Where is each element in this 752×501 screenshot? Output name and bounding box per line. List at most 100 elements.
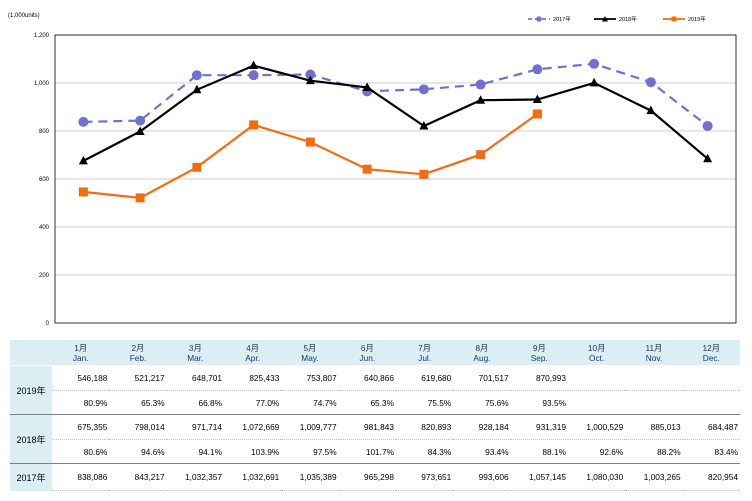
month-header-jp: 1月 (74, 342, 88, 353)
sales-value-cell: 931,319 (510, 414, 568, 440)
data-point (249, 60, 259, 70)
month-header: 5月 May. (281, 340, 339, 366)
sales-value-cell: 1,080,030 (567, 463, 626, 491)
data-point (475, 79, 486, 90)
sales-value-cell: 973,651 (395, 463, 454, 491)
yoy-ratio-cell: 94.1% (198, 446, 222, 457)
series-lines (78, 58, 713, 203)
data-point (476, 150, 486, 160)
legend-label: 2019年 (688, 15, 706, 23)
month-header: 3月 Mar. (166, 340, 224, 366)
table-row: 2018年 675,355 798,014 971,714 1,072,669 1,009… (10, 414, 740, 464)
grid-lines (55, 34, 736, 276)
year-label: 2018年 (10, 414, 52, 464)
legend: 2017年 2018年 2019年 (528, 15, 706, 23)
y-axis-unit-label: (1,000units) (8, 13, 40, 19)
series-line-2017年 (83, 62, 709, 127)
year-label: 2017年 (10, 463, 52, 491)
month-header-en: Jul. (418, 352, 432, 363)
month-header-jp: 11月 (645, 342, 663, 353)
table-row: 80.6% 94.6% 94.1% 103.9% 97.5% 101.7% 84.3% 93.… (10, 440, 740, 464)
data-point (192, 84, 202, 94)
sales-value-cell: 1,000,529 (567, 414, 626, 440)
sales-value-cell: 640,866 (338, 365, 396, 391)
month-header: 4月 Apr. (223, 340, 282, 366)
legend-label: 2017年 (553, 15, 571, 23)
sales-value-cell: 820,893 (395, 414, 454, 440)
yoy-ratio-cell (683, 391, 740, 415)
yoy-ratio-cell: 88.1% (542, 446, 566, 457)
yoy-ratio-cell: 92.6% (599, 446, 624, 457)
yoy-ratio-cell: 77.0% (255, 397, 280, 408)
sales-value-cell: 820,954 (682, 463, 740, 491)
data-point (305, 69, 316, 80)
sales-value-cell: 1,072,669 (223, 414, 282, 440)
data-point (532, 64, 543, 75)
data-point (248, 70, 259, 81)
yoy-ratio-cell (625, 391, 682, 415)
month-header-jp: 2月 (131, 342, 145, 353)
month-header: 8月 Aug. (453, 340, 511, 366)
data-point (589, 58, 600, 69)
month-header-jp: 6月 (360, 342, 374, 353)
table-header-row: 1月 Jan. 2月 Feb. 3月 Mar. 4月 Apr. 5月 May. 6月 Jun. 7月 Ju… (10, 340, 740, 366)
data-point (135, 193, 145, 203)
year-label: 2019年 (10, 365, 52, 415)
sales-value-cell: 1,003,265 (625, 463, 683, 491)
sales-value-cell: 684,487 (682, 414, 740, 440)
sales-value-cell: 870,993 (510, 365, 568, 391)
month-header-jp: 12月 (702, 342, 721, 353)
month-header-en: Sep. (530, 352, 548, 363)
table-row: 2017年 838,086 843,217 1,032,357 1,032,691 1,0… (10, 463, 740, 491)
table-row: 80.9% 65.3% 66.8% 77.0% 74.7% 65.3% 75.5% 75.6%… (10, 391, 740, 415)
yoy-ratio-cell: 88.2% (657, 446, 681, 457)
data-point (702, 120, 713, 131)
month-header: 7月 Jul. (395, 340, 454, 366)
legend-marker (671, 16, 677, 22)
sales-value-cell: 971,714 (166, 414, 224, 440)
month-header: 11月 Nov. (625, 340, 683, 366)
yoy-ratio-cell: 65.3% (141, 397, 165, 408)
yoy-ratio-cell: 103.9% (251, 446, 280, 457)
sales-value-cell: 993,606 (453, 463, 511, 491)
yoy-ratio-cell: 93.4% (485, 446, 509, 457)
sales-value-cell: 546,188 (52, 365, 110, 391)
data-point (589, 77, 599, 87)
data-point (78, 116, 89, 127)
series-line-2019年 (83, 113, 539, 200)
legend-label: 2018年 (619, 15, 637, 23)
month-header-jp: 8月 (475, 342, 489, 353)
data-point (419, 120, 429, 130)
month-header: 1月 Jan. (52, 340, 110, 366)
sales-value-cell: 1,032,357 (166, 463, 224, 491)
yoy-ratio-cell: 80.6% (83, 446, 108, 457)
series-line-2018年 (82, 64, 709, 162)
month-header: 10月 Oct. (567, 340, 626, 366)
sales-value-cell: 825,433 (223, 365, 282, 391)
sales-value-cell: 619,680 (395, 365, 454, 391)
month-header-en: Nov. (645, 352, 663, 363)
yoy-ratio-cell: 80.9% (83, 397, 108, 408)
data-point (476, 95, 486, 104)
sales-value-cell: 843,217 (109, 463, 167, 491)
data-point (135, 115, 146, 126)
y-tick-label: 400 (39, 225, 50, 231)
yoy-ratio-cell: 94.6% (141, 446, 165, 457)
line-chart: 0 200 400 600 800 1,000 1,200 2017年 2018年 2019年 (34, 15, 737, 327)
yoy-ratio-cell: 97.5% (313, 446, 337, 457)
sales-value-cell: 1,057,145 (510, 463, 568, 491)
month-header-jp: 5月 (303, 342, 317, 353)
y-tick-label: 800 (39, 129, 50, 135)
sales-value-cell: 885,013 (625, 414, 683, 440)
data-point (419, 169, 429, 179)
y-tick-label: 0 (46, 321, 50, 327)
sales-value-cell: 798,014 (109, 414, 167, 440)
yoy-ratio-cell (568, 391, 625, 415)
data-point (646, 105, 656, 115)
sales-value-cell (625, 365, 683, 391)
data-point (362, 82, 372, 91)
data-point (532, 94, 542, 103)
sales-value-cell: 753,807 (281, 365, 339, 391)
sales-value-cell: 1,032,691 (223, 463, 282, 491)
month-header-jp: 3月 (188, 342, 202, 353)
